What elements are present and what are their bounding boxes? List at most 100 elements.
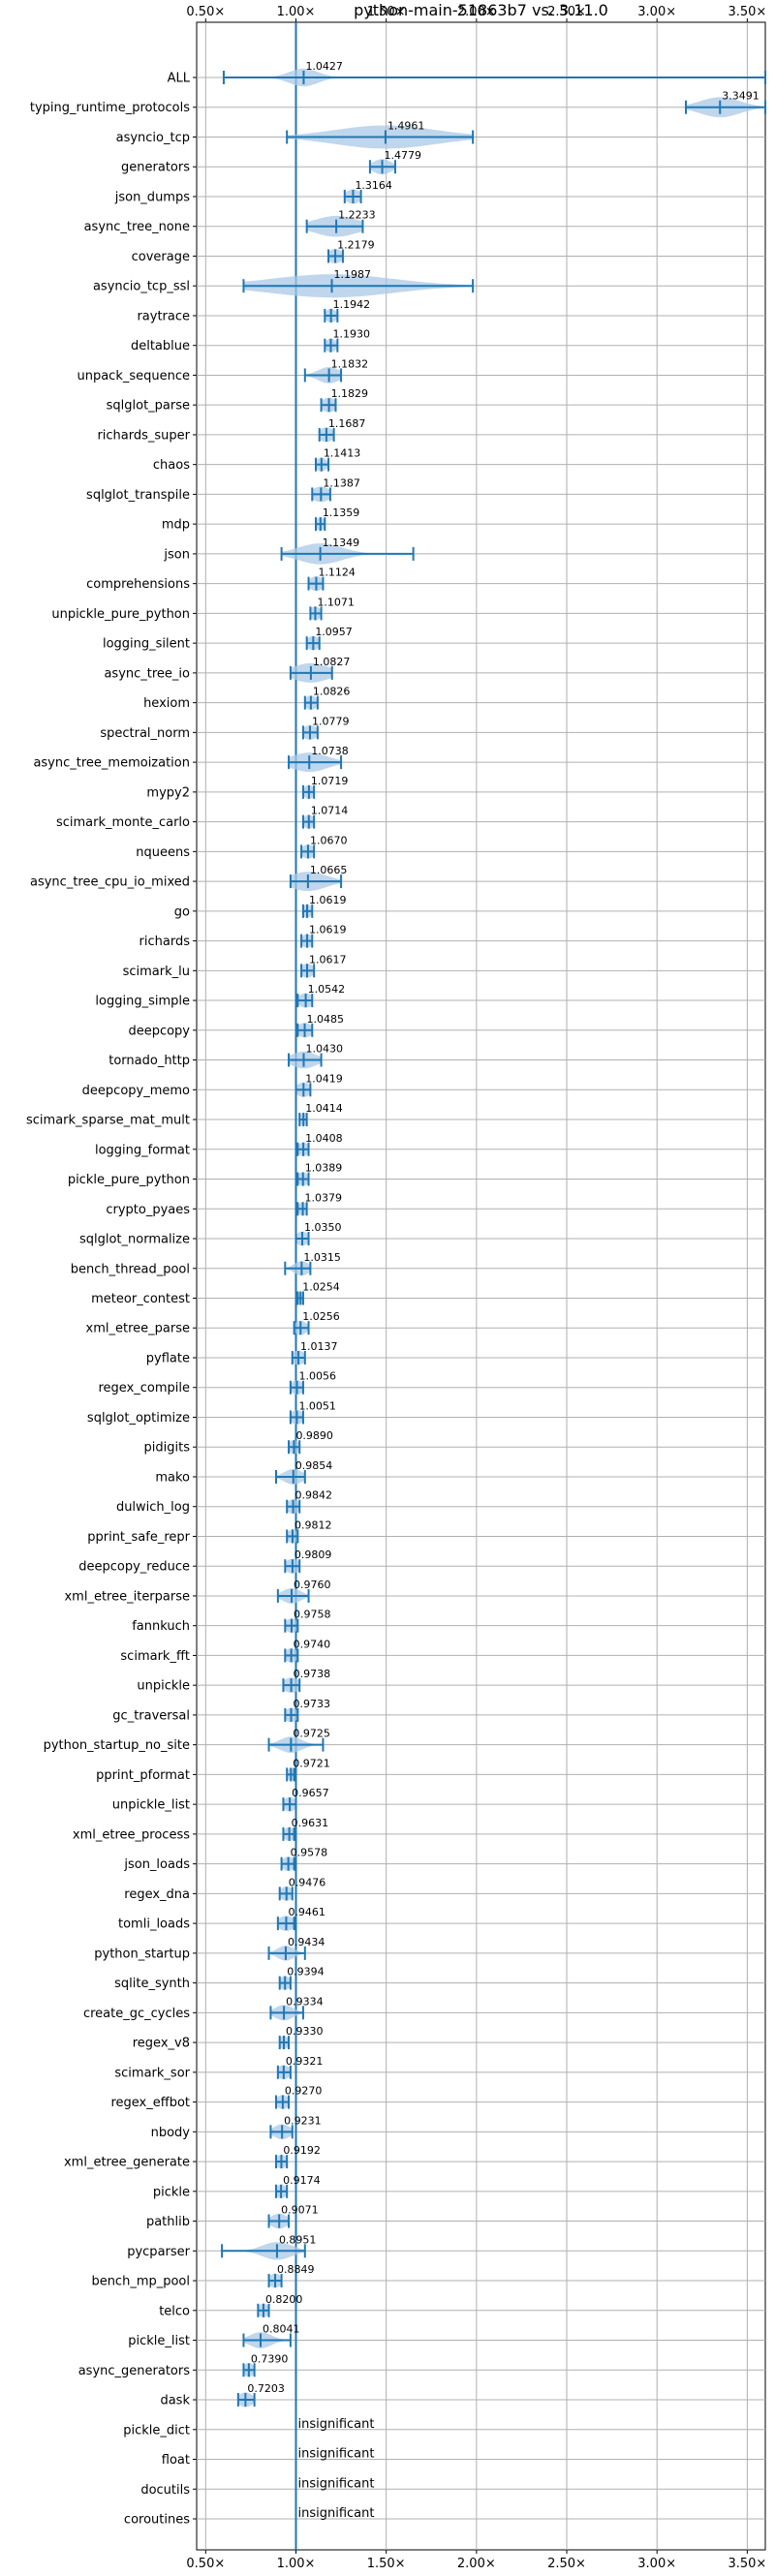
benchmark-mark: 0.9476 [278, 1876, 326, 1901]
benchmark-mark: 0.8849 [267, 2263, 315, 2288]
value-label: 1.1349 [323, 537, 360, 549]
benchmark-mark: 1.0827 [289, 656, 350, 683]
benchmark-label: bench_thread_pool [71, 1262, 190, 1276]
benchmark-label: nbody [151, 2126, 191, 2140]
benchmark-mark: 0.9842 [286, 1489, 332, 1515]
benchmark-mark: 0.9758 [284, 1609, 331, 1634]
benchmark-label: unpack_sequence [77, 369, 190, 383]
benchmark-label: regex_effbot [110, 2096, 190, 2110]
benchmark-mark: 0.9174 [274, 2174, 321, 2198]
x-axis-ticks: 0.50× 0.50× 1.00× 1.00× 1.50× 1.50× 2.00× 2.00×… [186, 5, 766, 2571]
benchmark-label: pprint_pformat [96, 1768, 190, 1783]
benchmark-mark: 1.1071 [309, 596, 355, 621]
value-label: 1.0315 [303, 1251, 341, 1264]
grid-lines [197, 22, 765, 2550]
benchmark-mark: 1.2233 [305, 209, 376, 237]
benchmark-label: unpickle_list [112, 1798, 190, 1813]
benchmark-label: xml_etree_generate [64, 2156, 190, 2170]
benchmark-label: scimark_sor [114, 2066, 190, 2080]
benchmark-mark: 1.0419 [294, 1072, 343, 1097]
value-label: 0.9434 [288, 1936, 326, 1948]
x-tick-label-bottom: 3.00× [637, 2557, 676, 2571]
benchmark-mark: 1.0430 [288, 1043, 343, 1069]
benchmark-label: asyncio_tcp_ssl [93, 280, 190, 294]
benchmark-label: coroutines [124, 2513, 190, 2528]
benchmark-mark: 0.9809 [284, 1549, 331, 1574]
benchmark-label: pidigits [144, 1441, 191, 1456]
benchmark-label: logging_simple [95, 995, 190, 1009]
x-tick-label-top: 2.50× [547, 5, 586, 19]
value-label: 1.0619 [309, 924, 347, 936]
benchmark-label: pickle_list [128, 2334, 190, 2348]
value-label: 0.9071 [281, 2204, 319, 2217]
value-label: 0.9231 [284, 2114, 322, 2127]
value-label: 1.0826 [313, 686, 351, 698]
benchmark-mark: 1.0957 [305, 626, 353, 651]
value-label: 0.8849 [277, 2263, 315, 2276]
benchmark-label: async_tree_cpu_io_mixed [30, 875, 190, 890]
benchmark-mark: 1.0051 [289, 1399, 336, 1425]
benchmark-label: mako [155, 1470, 190, 1485]
value-label: 1.0665 [310, 864, 348, 876]
value-label: 0.7390 [251, 2352, 289, 2365]
value-label: 1.0414 [305, 1102, 343, 1115]
benchmark-mark: 1.0315 [284, 1251, 341, 1276]
value-label: 0.8200 [265, 2293, 303, 2306]
value-label: 0.9758 [294, 1609, 331, 1621]
benchmark-label: unpickle_pure_python [51, 607, 190, 622]
value-label: 1.1829 [331, 387, 369, 400]
benchmark-label: async_generators [78, 2364, 191, 2378]
benchmark-mark: 1.0389 [296, 1162, 342, 1186]
benchmark-label: richards [140, 935, 191, 949]
benchmark-mark: 1.0665 [289, 864, 348, 892]
benchmark-label: dask [160, 2394, 190, 2408]
benchmark-mark: 0.9890 [288, 1429, 333, 1455]
benchmark-label: pickle_pure_python [68, 1173, 190, 1187]
x-tick-label-top: 1.00× [277, 5, 316, 19]
benchmark-label: raytrace [137, 309, 190, 323]
benchmark-label: docutils [140, 2483, 190, 2498]
value-label: 1.0350 [304, 1221, 342, 1234]
benchmark-mark: 0.9321 [276, 2055, 323, 2080]
x-tick-label-top: 3.50× [728, 5, 766, 19]
benchmark-label: python_startup_no_site [44, 1738, 190, 1753]
value-label: 0.8041 [263, 2323, 300, 2336]
value-label: 0.9174 [283, 2174, 321, 2187]
benchmark-mark: 1.0714 [301, 805, 348, 829]
benchmark-label: pyflate [146, 1351, 190, 1365]
benchmark-label: python_startup [94, 1947, 190, 1961]
benchmark-label: bench_mp_pool [91, 2275, 190, 2289]
benchmark-label: sqlglot_optimize [87, 1411, 190, 1426]
benchmark-mark: 0.9231 [269, 2114, 322, 2140]
value-label: 1.0670 [310, 834, 348, 846]
value-label: 1.2179 [337, 238, 375, 251]
benchmark-mark: 1.2179 [327, 238, 375, 264]
x-tick-label-bottom: 1.50× [367, 2557, 406, 2571]
benchmark-label: float [162, 2453, 190, 2468]
benchmark-label: logging_format [95, 1143, 190, 1157]
benchmark-label: json [163, 547, 190, 562]
benchmark-mark: 0.8200 [257, 2293, 303, 2317]
benchmark-label: pprint_safe_repr [87, 1530, 190, 1545]
benchmark-label: pycparser [127, 2245, 190, 2259]
x-tick-label-bottom: 2.00× [457, 2557, 496, 2571]
benchmark-label: gc_traversal [112, 1708, 190, 1723]
benchmark-label: sqlite_synth [114, 1977, 190, 1991]
value-label: 0.9733 [294, 1698, 331, 1710]
value-label: 1.4779 [385, 149, 422, 162]
benchmark-mark: 1.0379 [296, 1191, 342, 1216]
benchmark-label: scimark_sparse_mat_mult [26, 1114, 190, 1128]
benchmark-mark: 1.0350 [294, 1221, 342, 1246]
value-label: 1.1987 [334, 268, 372, 281]
benchmark-label: scimark_fft [120, 1649, 190, 1664]
benchmark-label: typing_runtime_protocols [30, 101, 190, 115]
benchmark-label: deepcopy_reduce [78, 1560, 190, 1575]
value-label: 1.0256 [302, 1310, 340, 1323]
benchmark-label: chaos [153, 458, 190, 473]
benchmark-label: scimark_lu [123, 965, 190, 979]
benchmark-mark: 1.1930 [324, 328, 370, 353]
benchmark-labels: ALL typing_runtime_protocols asyncio_tcpge… [26, 72, 197, 2528]
benchmark-mark: 0.9738 [282, 1668, 330, 1693]
value-label: 1.0779 [312, 715, 350, 727]
value-label: 1.0051 [298, 1399, 336, 1412]
